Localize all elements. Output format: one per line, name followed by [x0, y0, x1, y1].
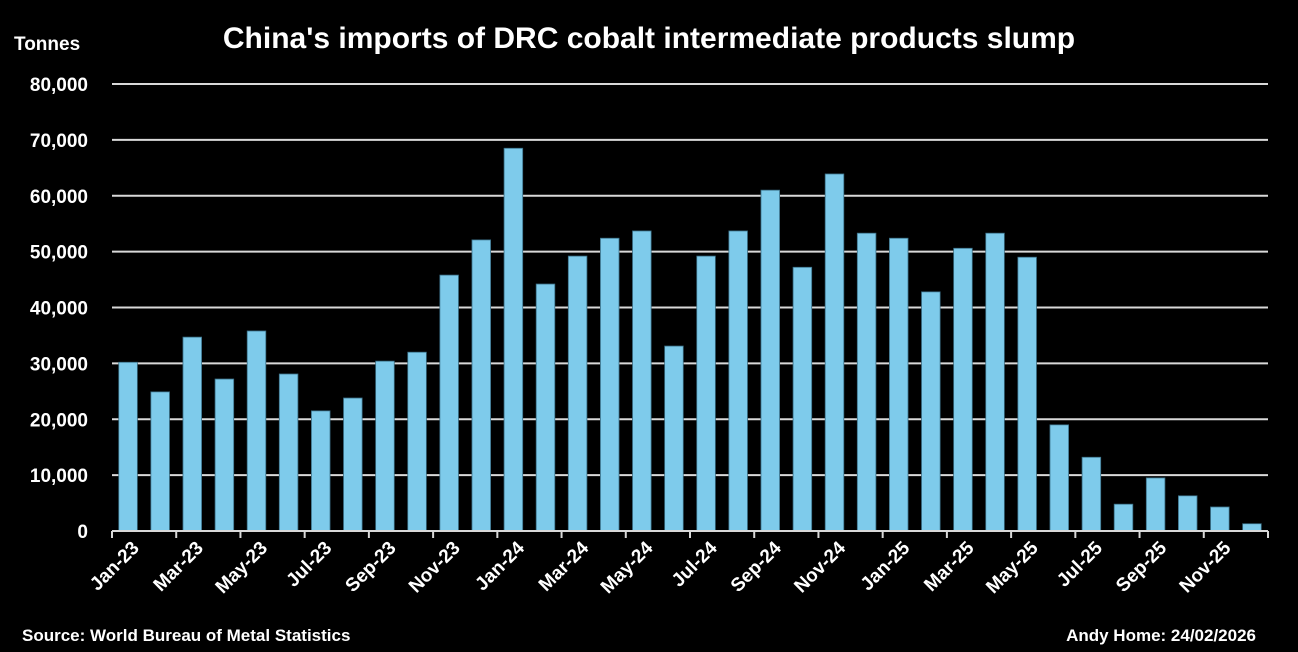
x-tick-label: May-23 [212, 538, 272, 598]
bar-Sep-25 [1145, 477, 1166, 532]
bar-Dec-25 [1242, 523, 1262, 532]
bar-Apr-25 [985, 232, 1005, 532]
chart-title-text: China's imports of DRC cobalt intermedia… [222, 22, 1076, 55]
bar-Dec-24 [856, 232, 877, 532]
y-tick-label: 80,000 [30, 75, 88, 96]
bar-Aug-25 [1113, 503, 1134, 532]
x-tick-label: Nov-23 [405, 538, 465, 598]
bar-Mar-23 [182, 336, 202, 532]
bar-Apr-23 [214, 378, 235, 532]
bar-Feb-24 [535, 283, 556, 532]
x-tick-label: Jul-24 [668, 537, 722, 591]
bar-Sep-23 [375, 360, 395, 532]
x-tick-label: Sep-23 [342, 538, 401, 597]
bar-May-23 [246, 330, 267, 532]
bar-Jan-25 [889, 237, 909, 532]
bar-Aug-23 [343, 397, 363, 532]
x-tick-label: Mar-24 [535, 537, 593, 595]
credit-note: Andy Home: 24/02/2026 [1066, 626, 1256, 645]
y-tick-label: 0 [77, 522, 88, 543]
y-tick-label: 50,000 [30, 243, 88, 264]
bar-Mar-24 [567, 255, 588, 532]
bar-Jan-23 [118, 361, 138, 532]
y-axis-label: Tonnes [14, 34, 81, 55]
bar-Jun-25 [1049, 424, 1069, 532]
x-tick-label: Jul-23 [283, 538, 337, 592]
bar-Oct-23 [407, 351, 427, 532]
x-tick-label: Sep-24 [727, 537, 786, 596]
x-tick-label: Jan-24 [472, 537, 530, 595]
bar-Oct-25 [1178, 495, 1198, 532]
bar-Feb-25 [921, 291, 941, 532]
y-tick-label: 20,000 [30, 410, 88, 431]
bar-Apr-24 [600, 237, 620, 532]
x-tick-label: Jan-23 [86, 538, 143, 595]
bar-May-24 [632, 230, 652, 532]
y-tick-label: 40,000 [30, 299, 88, 320]
bar-Jun-23 [278, 373, 299, 532]
y-tick-label: 60,000 [30, 187, 88, 208]
bar-Jul-24 [696, 255, 716, 532]
x-tick-label: Jul-25 [1053, 537, 1107, 591]
bar-May-25 [1017, 256, 1037, 532]
chart-title: China's imports of DRC cobalt intermedia… [0, 22, 1298, 56]
x-tick-label: Sep-25 [1112, 537, 1171, 596]
bar-Oct-24 [792, 266, 813, 532]
bar-Jan-24 [503, 147, 524, 532]
bar-Sep-24 [760, 189, 780, 532]
bar-Jul-25 [1081, 456, 1102, 532]
x-tick-label: Nov-24 [790, 537, 850, 597]
x-tick-label: Mar-25 [920, 537, 978, 595]
y-tick-label: 70,000 [30, 131, 88, 152]
bar-Nov-23 [439, 274, 459, 532]
source-note: Source: World Bureau of Metal Statistics [22, 626, 351, 645]
bar-Nov-25 [1210, 506, 1230, 532]
bar-Feb-23 [150, 391, 170, 532]
bar-Nov-24 [824, 173, 845, 532]
bar-Jun-24 [664, 345, 684, 532]
bar-Aug-24 [728, 230, 748, 532]
x-tick-label: Jan-25 [857, 537, 915, 595]
y-tick-label: 30,000 [30, 354, 88, 375]
bar-Jul-23 [311, 410, 331, 532]
x-tick-label: May-25 [982, 537, 1043, 598]
x-tick-label: Mar-23 [150, 538, 208, 596]
bar-Dec-23 [471, 239, 491, 532]
x-tick-label: Nov-25 [1176, 537, 1236, 597]
x-tick-label: May-24 [597, 537, 658, 598]
bar-Mar-25 [953, 247, 973, 532]
y-tick-label: 10,000 [30, 466, 88, 487]
